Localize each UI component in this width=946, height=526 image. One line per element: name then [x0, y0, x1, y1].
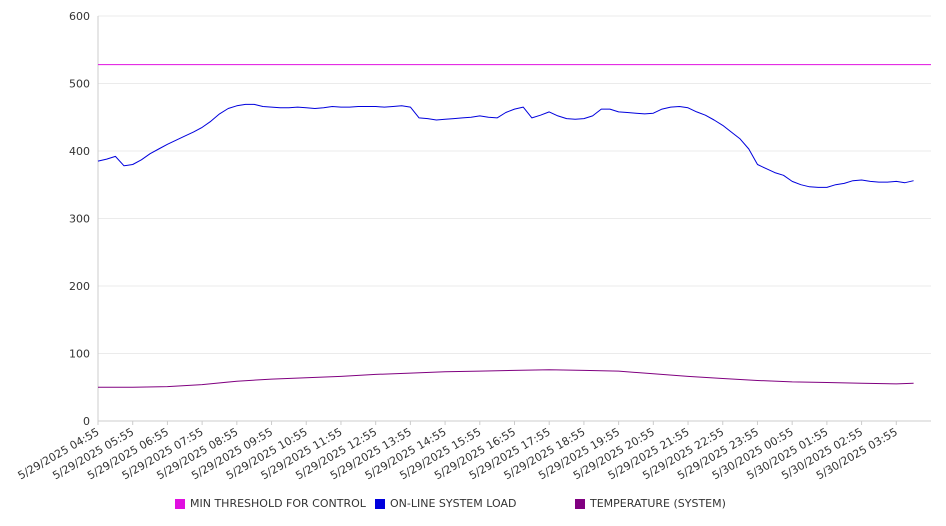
legend-item-temperature: TEMPERATURE (SYSTEM) [575, 497, 726, 510]
y-tick-label: 600 [69, 10, 90, 23]
x-axis-ticks: 5/29/2025 04:555/29/2025 05:555/29/2025 … [16, 425, 900, 482]
y-tick-label: 500 [69, 78, 90, 91]
axes [97, 16, 931, 425]
y-tick-label: 300 [69, 213, 90, 226]
legend-label-min-threshold: MIN THRESHOLD FOR CONTROL [190, 497, 366, 510]
y-tick-label: 400 [69, 145, 90, 158]
y-tick-label: 200 [69, 280, 90, 293]
temperature-line [98, 369, 914, 388]
legend-label-system-load: ON-LINE SYSTEM LOAD [390, 497, 517, 510]
gridlines [98, 15, 931, 354]
legend-swatch-min-threshold [175, 498, 185, 509]
legend-label-temperature: TEMPERATURE (SYSTEM) [590, 497, 726, 510]
legend-swatch-temperature [575, 498, 585, 509]
y-tick-label: 100 [69, 348, 90, 361]
series-lines [97, 64, 931, 388]
legend-item-min-threshold: MIN THRESHOLD FOR CONTROL [175, 497, 366, 510]
y-tick-label: 0 [83, 415, 90, 428]
system-load-line [97, 103, 914, 188]
legend-swatch-system-load [375, 498, 385, 509]
legend-item-system-load: ON-LINE SYSTEM LOAD [375, 497, 516, 510]
legend: MIN THRESHOLD FOR CONTROL ON-LINE SYSTEM… [0, 497, 946, 515]
y-axis-ticks: 0 100 200 300 400 500 600 [69, 10, 90, 428]
